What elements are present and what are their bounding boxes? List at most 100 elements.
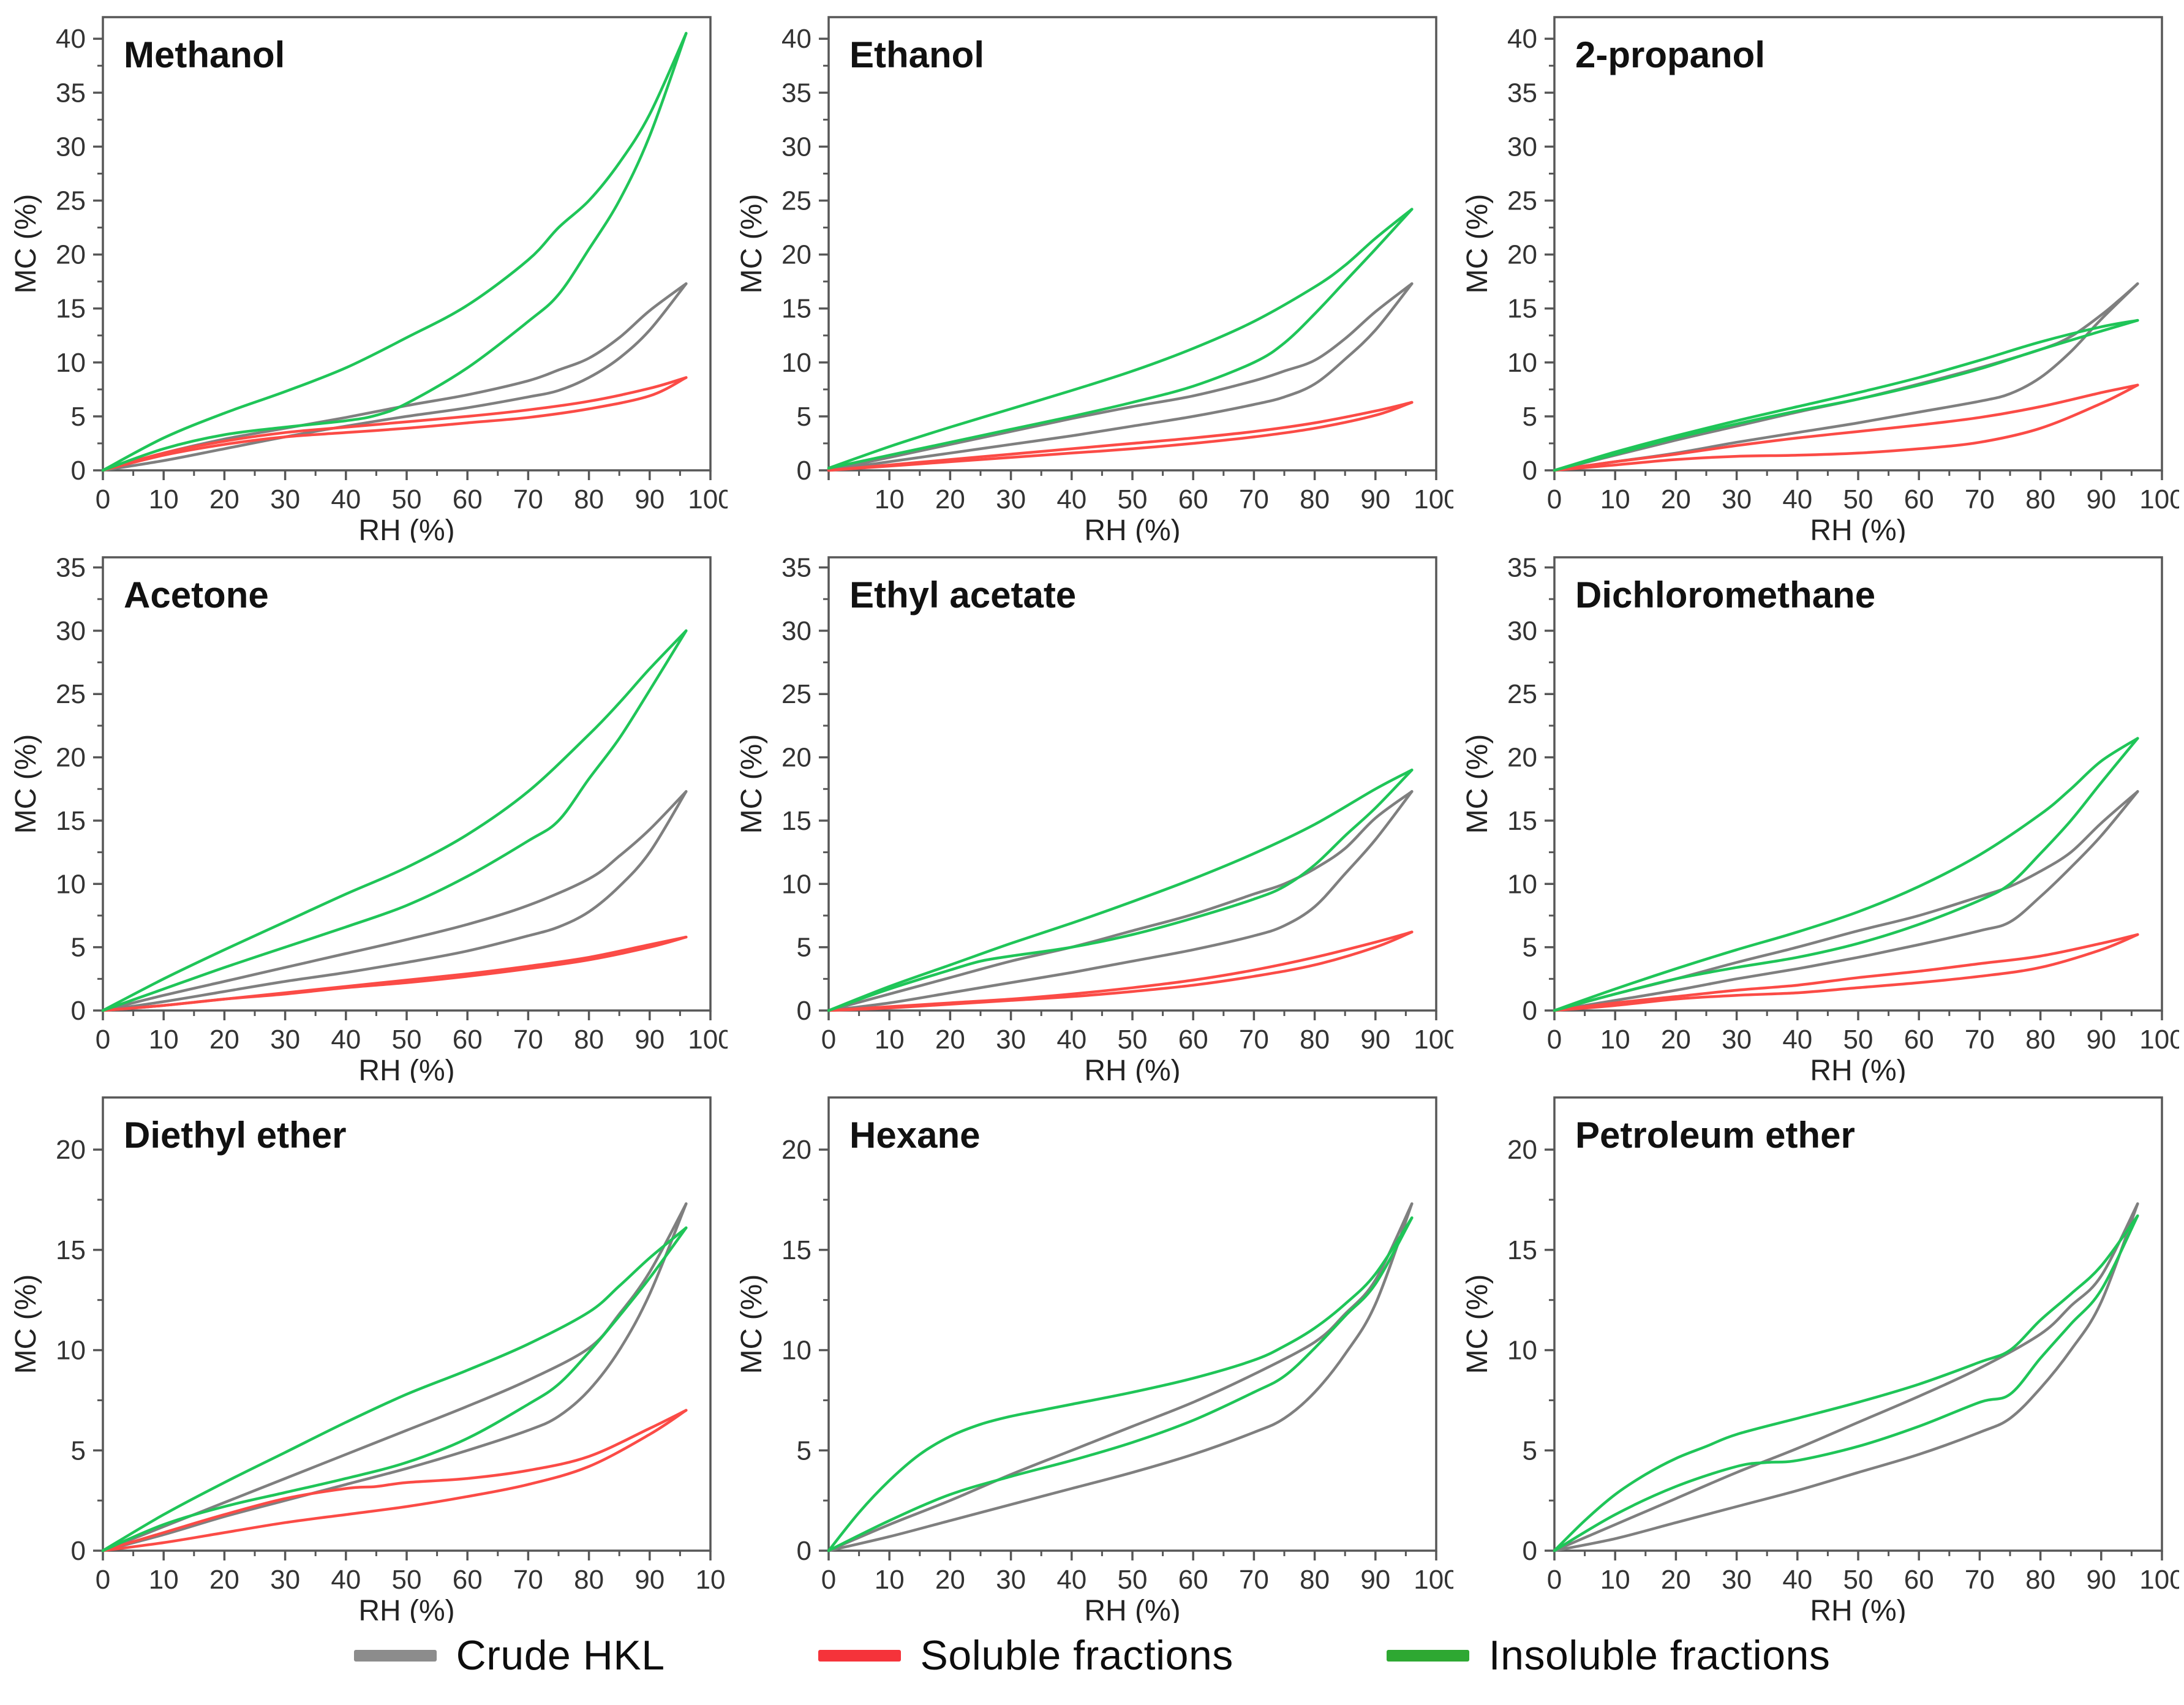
chart-svg-2-propanol: 0 5 10 15 20 25 30 35 40 0 10 20 30 40 50 60 70 80 90 100 2-… bbox=[1461, 16, 2179, 543]
series-insoluble-fractions-adsorption bbox=[827, 208, 1414, 470]
legend-item-soluble-fractions: Soluble fractions bbox=[818, 1632, 1233, 1679]
y-tick-label: 20 bbox=[781, 1135, 811, 1165]
chart-hexane: 0 5 10 15 20 0 10 20 30 40 50 60 70 80 90 100 Hexane RH (… bbox=[731, 1084, 1453, 1623]
y-tick-label: 0 bbox=[71, 1536, 86, 1566]
series-crude-hkl-adsorption bbox=[1553, 790, 2139, 1012]
series-crude-hkl-adsorption bbox=[101, 790, 688, 1012]
y-tick-label: 20 bbox=[1507, 1135, 1537, 1165]
y-tick-label: 0 bbox=[71, 996, 86, 1026]
legend-item-crude-hkl: Crude HKL bbox=[353, 1632, 665, 1679]
chart-svg-diethyl-ether: 0 5 10 15 20 0 10 20 30 40 50 60 70 80 90 10 Diethyl eth… bbox=[10, 1096, 725, 1623]
x-tick-label: 30 bbox=[270, 1025, 300, 1055]
series-crude-hkl-desorption bbox=[1553, 282, 2139, 472]
y-axis-label: MC (%) bbox=[736, 734, 768, 834]
x-tick-label: 70 bbox=[1965, 484, 1995, 514]
y-tick-label: 20 bbox=[56, 743, 86, 773]
x-tick-label: 10 bbox=[875, 1565, 905, 1595]
x-tick-label: 30 bbox=[270, 484, 300, 514]
y-tick-label: 10 bbox=[781, 869, 811, 899]
y-tick-label: 15 bbox=[56, 1235, 86, 1265]
series-soluble-fractions-adsorption bbox=[101, 935, 688, 1012]
series-insoluble-fractions-adsorption bbox=[101, 32, 688, 472]
x-tick-label: 70 bbox=[1965, 1025, 1995, 1055]
series-soluble-fractions-desorption bbox=[101, 1409, 688, 1553]
y-tick-label: 20 bbox=[781, 743, 811, 773]
y-tick-label: 25 bbox=[56, 679, 86, 709]
series-crude-hkl-desorption bbox=[1553, 1202, 2139, 1553]
x-tick-label: 90 bbox=[2086, 1025, 2116, 1055]
y-tick-label: 10 bbox=[56, 1336, 86, 1366]
x-tick-label: 60 bbox=[453, 484, 483, 514]
plot-frame bbox=[1553, 16, 2163, 472]
chart-title: Diethyl ether bbox=[124, 1115, 346, 1156]
y-tick-label: 15 bbox=[1507, 1235, 1537, 1265]
x-tick-label: 0 bbox=[821, 1565, 836, 1595]
series-insoluble-fractions-adsorption bbox=[1553, 737, 2139, 1012]
x-tick-label: 0 bbox=[96, 1565, 110, 1595]
x-tick-label: 10 bbox=[149, 1565, 179, 1595]
series-insoluble-fractions-desorption bbox=[827, 208, 1414, 470]
y-tick-label: 5 bbox=[1523, 933, 1537, 963]
y-tick-label: 5 bbox=[71, 402, 86, 432]
x-tick-label: 40 bbox=[1782, 1025, 1812, 1055]
chart-title: Dichloromethane bbox=[1575, 574, 1875, 615]
y-tick-label: 35 bbox=[1507, 553, 1537, 583]
x-tick-label: 40 bbox=[1056, 484, 1086, 514]
series-crude-hkl-adsorption bbox=[1553, 282, 2139, 472]
x-tick-label: 20 bbox=[935, 484, 965, 514]
chart-title: Ethanol bbox=[849, 34, 984, 75]
y-tick-label: 5 bbox=[797, 933, 811, 963]
y-tick-label: 0 bbox=[797, 1536, 811, 1566]
y-tick-label: 15 bbox=[781, 806, 811, 836]
y-tick-label: 20 bbox=[1507, 743, 1537, 773]
x-tick-label: 100 bbox=[688, 484, 728, 514]
y-tick-label: 10 bbox=[1507, 1336, 1537, 1366]
x-tick-label: 40 bbox=[1782, 484, 1812, 514]
x-tick-label: 40 bbox=[331, 1025, 361, 1055]
x-tick-label: 80 bbox=[1300, 1025, 1330, 1055]
plot-frame bbox=[827, 1096, 1437, 1552]
chart-svg-methanol: 0 5 10 15 20 25 30 35 40 0 10 20 30 40 50 60 70 80 90 100 Me… bbox=[10, 16, 728, 543]
series-crude-hkl-adsorption bbox=[101, 1202, 688, 1553]
x-tick-label: 70 bbox=[1239, 1565, 1269, 1595]
y-axis-label: MC (%) bbox=[1461, 194, 1494, 294]
legend-label-crude-hkl: Crude HKL bbox=[456, 1632, 665, 1679]
x-tick-label: 30 bbox=[1722, 484, 1752, 514]
series-insoluble-fractions-desorption bbox=[827, 1216, 1414, 1553]
chart-ethyl-acetate: 0 5 10 15 20 25 30 35 0 10 20 30 40 50 60 70 80 90 100 Ethy… bbox=[731, 544, 1453, 1083]
y-tick-label: 20 bbox=[1507, 240, 1537, 270]
x-tick-label: 20 bbox=[1661, 1025, 1691, 1055]
y-tick-label: 30 bbox=[56, 132, 86, 162]
x-tick-label: 100 bbox=[1414, 1025, 1453, 1055]
x-tick-label: 60 bbox=[453, 1565, 483, 1595]
x-tick-label: 50 bbox=[1843, 1025, 1873, 1055]
series-insoluble-fractions-adsorption bbox=[827, 1216, 1414, 1553]
y-tick-label: 10 bbox=[781, 348, 811, 378]
y-tick-label: 0 bbox=[1523, 456, 1537, 486]
x-tick-label: 80 bbox=[2025, 1025, 2055, 1055]
x-tick-label: 20 bbox=[209, 1565, 239, 1595]
x-tick-label: 60 bbox=[453, 1025, 483, 1055]
x-tick-label: 60 bbox=[1178, 1565, 1208, 1595]
x-axis-label: RH (%) bbox=[358, 1055, 454, 1083]
x-axis-label: RH (%) bbox=[1084, 1595, 1180, 1623]
x-tick-label: 60 bbox=[1904, 1565, 1934, 1595]
series-soluble-fractions-adsorption bbox=[101, 1409, 688, 1553]
x-tick-label: 100 bbox=[2139, 484, 2179, 514]
x-tick-label: 70 bbox=[1965, 1565, 1995, 1595]
y-tick-label: 10 bbox=[1507, 348, 1537, 378]
x-tick-label: 90 bbox=[634, 1025, 665, 1055]
y-tick-label: 20 bbox=[56, 1135, 86, 1165]
y-tick-label: 25 bbox=[1507, 679, 1537, 709]
series-crude-hkl-desorption bbox=[1553, 790, 2139, 1012]
y-tick-label: 30 bbox=[781, 132, 811, 162]
x-tick-label: 30 bbox=[270, 1565, 300, 1595]
x-tick-label: 50 bbox=[392, 1565, 422, 1595]
legend: Crude HKL Soluble fractions Insoluble fr… bbox=[0, 1632, 2184, 1679]
x-tick-label: 80 bbox=[574, 1025, 604, 1055]
x-tick-label: 10 bbox=[149, 1025, 179, 1055]
x-tick-label: 30 bbox=[1722, 1565, 1752, 1595]
x-tick-label: 50 bbox=[392, 1025, 422, 1055]
x-tick-label: 60 bbox=[1904, 1025, 1934, 1055]
x-tick-label: 30 bbox=[996, 1025, 1026, 1055]
